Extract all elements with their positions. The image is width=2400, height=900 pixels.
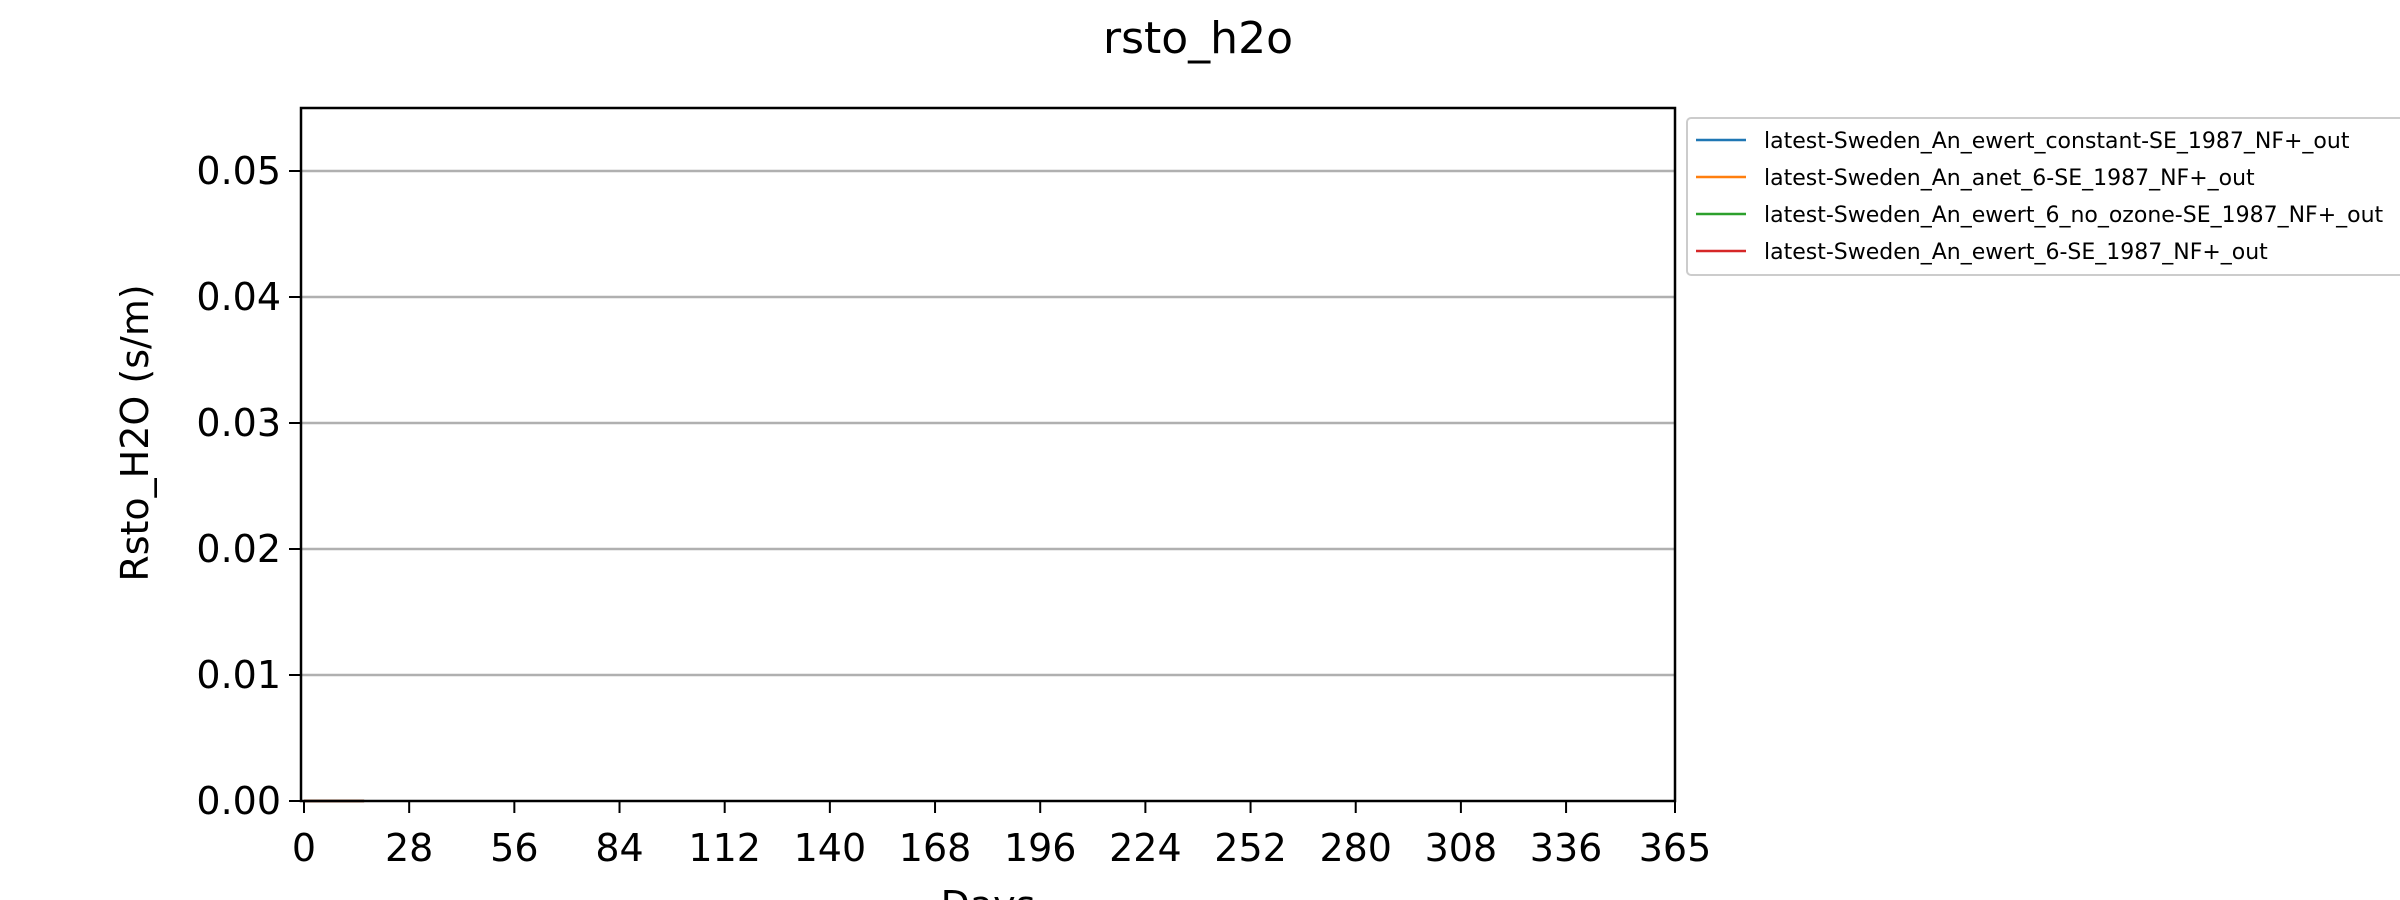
x-tick-label: 28 bbox=[385, 826, 433, 870]
y-tick-label: 0.02 bbox=[196, 527, 281, 571]
x-tick-label: 84 bbox=[595, 826, 643, 870]
y-tick-label: 0.01 bbox=[196, 653, 281, 697]
x-tick-label: 140 bbox=[794, 826, 867, 870]
x-tick-label: 196 bbox=[1004, 826, 1077, 870]
x-tick-label: 280 bbox=[1319, 826, 1392, 870]
y-tick-label: 0.03 bbox=[196, 401, 281, 445]
x-axis-ticks: 0 28 56 84 112 140 168 196 224 252 280 308 336 365 bbox=[292, 801, 1711, 870]
chart-title: rsto_h2o bbox=[1103, 13, 1293, 64]
x-tick-label: 224 bbox=[1109, 826, 1182, 870]
x-tick-label: 112 bbox=[688, 826, 761, 870]
y-tick-label: 0.05 bbox=[196, 149, 281, 193]
x-tick-label: 168 bbox=[899, 826, 972, 870]
x-axis-label: Days bbox=[941, 883, 1036, 900]
x-tick-label: 0 bbox=[292, 826, 316, 870]
y-axis-ticks: 0.00 0.01 0.02 0.03 0.04 0.05 bbox=[196, 149, 301, 823]
legend-entry-label: latest-Sweden_An_anet_6-SE_1987_NF+_out bbox=[1764, 166, 2255, 191]
legend-entry-label: latest-Sweden_An_ewert_6_no_ozone-SE_198… bbox=[1764, 203, 2384, 228]
legend-box bbox=[1686, 117, 2400, 276]
legend: latest-Sweden_An_ewert_constant-SE_1987_… bbox=[1686, 117, 2400, 276]
legend-entry-label: latest-Sweden_An_ewert_constant-SE_1987_… bbox=[1764, 129, 2350, 154]
x-tick-label: 308 bbox=[1425, 826, 1498, 870]
y-tick-label: 0.00 bbox=[196, 779, 281, 823]
x-tick-label: 56 bbox=[490, 826, 538, 870]
x-tick-label: 365 bbox=[1639, 826, 1712, 870]
y-tick-label: 0.04 bbox=[196, 275, 281, 319]
legend-entry-label: latest-Sweden_An_ewert_6-SE_1987_NF+_out bbox=[1764, 240, 2268, 265]
x-tick-label: 252 bbox=[1214, 826, 1287, 870]
x-tick-label: 336 bbox=[1530, 826, 1603, 870]
y-axis-label: Rsto_H2O (s/m) bbox=[113, 284, 157, 581]
grid-lines bbox=[301, 169, 1675, 677]
plot-area-frame bbox=[299, 106, 1677, 803]
